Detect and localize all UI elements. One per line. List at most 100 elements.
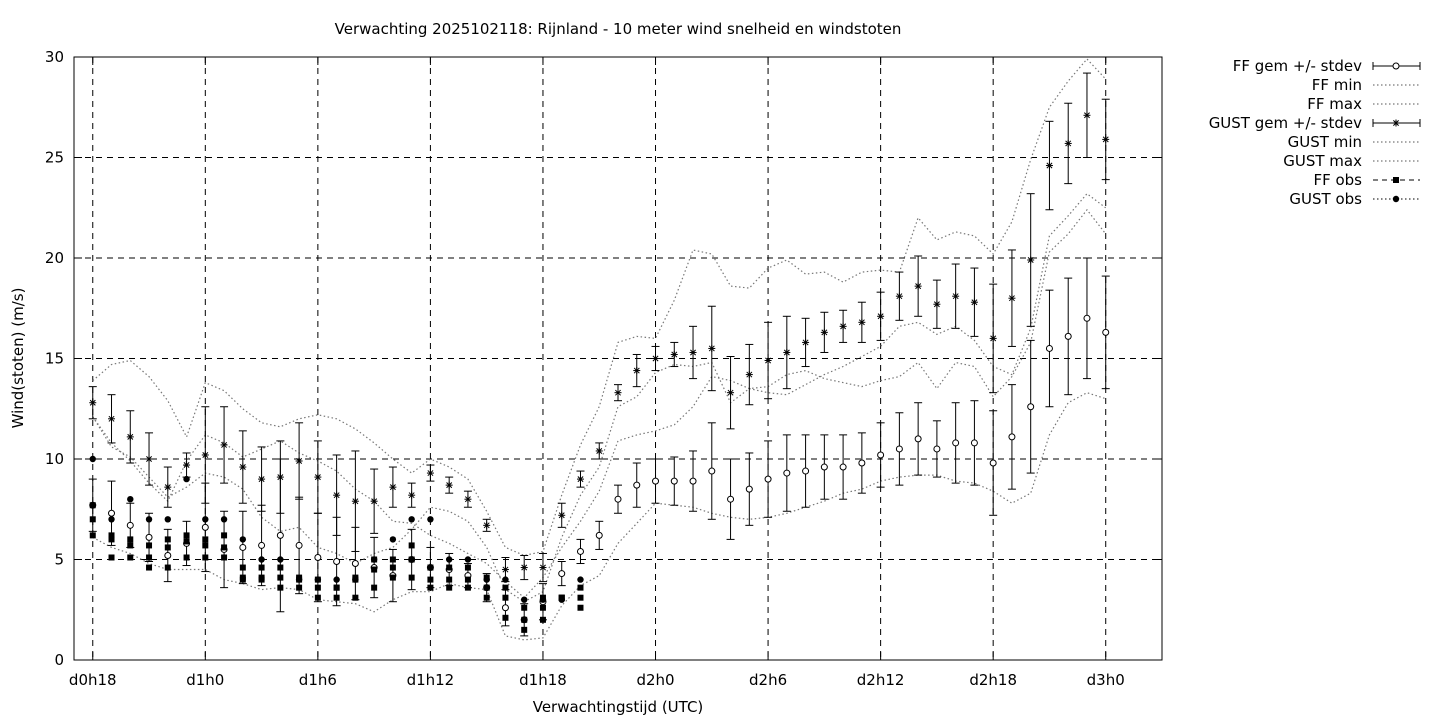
star-stroke	[258, 476, 265, 483]
ff-obs-point	[221, 554, 228, 561]
ff-mean-point	[820, 463, 828, 471]
ff-obs-point	[333, 594, 340, 601]
star-stroke	[221, 441, 228, 448]
gust-mean-point	[164, 483, 172, 491]
ff-obs-point	[127, 536, 134, 543]
gust-obs-point	[239, 536, 247, 543]
ff-mean-point	[708, 467, 716, 475]
ff-obs-point	[539, 616, 546, 623]
legend-label: FF obs	[1313, 171, 1362, 189]
gust-obs-point	[370, 556, 378, 563]
gust-mean-point	[201, 451, 209, 459]
y-tick-label: 0	[54, 651, 64, 669]
star-stroke	[89, 399, 96, 406]
star-stroke	[352, 498, 359, 505]
star-stroke	[183, 462, 190, 469]
ff-mean-point	[126, 521, 134, 529]
gust-obs-point	[427, 516, 434, 523]
gust-mean-point	[933, 300, 941, 308]
ff-mean-point	[1083, 314, 1091, 322]
gust-mean-point	[558, 511, 566, 519]
ff-mean-point	[333, 558, 341, 566]
ff-obs-point	[521, 616, 528, 623]
x-tick-label: d1h18	[519, 671, 567, 689]
gust-mean-point	[370, 497, 378, 505]
gust-obs-point	[521, 596, 528, 603]
gust-mean-point	[1064, 139, 1072, 147]
ff-mean-point	[276, 531, 284, 539]
gust-mean-point	[727, 389, 735, 397]
gust-obs-point	[314, 576, 322, 583]
legend-marker	[1392, 195, 1400, 203]
gust-mean-point	[970, 298, 978, 306]
gust-obs-point	[145, 516, 153, 523]
legend-label: GUST obs	[1289, 190, 1362, 208]
star-stroke	[333, 492, 340, 499]
gust-mean-point	[483, 521, 491, 529]
gust-obs-point	[220, 516, 228, 523]
ff-mean-point	[670, 477, 678, 485]
legend-entry: FF gem +/- stdev	[1233, 57, 1421, 75]
ff-mean-point	[1045, 344, 1053, 352]
gust-obs-point	[408, 516, 415, 523]
gust-mean-point	[464, 495, 472, 503]
star-stroke	[671, 351, 678, 358]
ff-obs-point	[577, 594, 584, 601]
ff-obs-point	[464, 564, 471, 571]
ff-obs-point	[408, 542, 415, 549]
star-stroke	[708, 345, 715, 352]
ff-obs-point	[446, 576, 453, 583]
gust-mean-point	[501, 566, 509, 574]
ff-obs-point	[521, 604, 528, 611]
gust-obs-point	[89, 455, 96, 463]
star-stroke	[802, 339, 809, 346]
ff-obs-point	[164, 536, 171, 543]
gust-mean-point	[183, 461, 191, 469]
gust-obs-point	[127, 496, 134, 503]
axis-ticks: 0 5 10 15 20 25 30 d0h18 d1h0 d1h6 d1h12 d1h18 d2h0 d…	[45, 48, 1162, 689]
legend-entry: FF max	[1307, 95, 1420, 113]
star-stroke	[314, 474, 321, 481]
ff-mean-point	[952, 439, 960, 447]
star-stroke	[1393, 120, 1399, 126]
ff-mean-point	[164, 551, 172, 559]
ff-obs-point	[108, 532, 115, 539]
ff-mean-point	[914, 435, 922, 443]
gust-mean-point	[351, 497, 359, 505]
star-stroke	[558, 512, 565, 519]
x-tick-label: d2h0	[636, 671, 674, 689]
star-stroke	[952, 293, 959, 300]
gust-mean-point	[989, 334, 997, 342]
x-tick-label: d2h6	[749, 671, 787, 689]
ff-mean-point	[576, 547, 584, 555]
ff-obs-point	[164, 564, 171, 571]
ff-obs-point	[146, 554, 153, 561]
star-stroke	[877, 313, 884, 320]
gust-mean-point	[89, 399, 97, 407]
legend-entry: FF obs	[1313, 171, 1420, 189]
x-tick-label: d2h18	[969, 671, 1017, 689]
gust-mean-point	[895, 292, 903, 300]
legend-label: GUST max	[1283, 152, 1362, 170]
ff-obs-point	[408, 574, 415, 581]
gust-mean-point	[745, 371, 753, 379]
gust-mean-point	[914, 282, 922, 290]
chart-title: Verwachting 2025102118: Rijnland - 10 me…	[335, 20, 902, 38]
ff-min-line	[92, 392, 1106, 641]
gust-mean-point	[633, 367, 641, 375]
gust-mean-point	[1083, 111, 1091, 119]
ff-obs-point	[521, 626, 528, 633]
ff-mean-point	[652, 477, 660, 485]
ff-mean-point	[989, 459, 997, 467]
star-stroke	[539, 564, 546, 571]
ff-mean-point	[689, 477, 697, 485]
star-stroke	[164, 484, 171, 491]
gust-obs-point	[164, 516, 171, 523]
y-tick-label: 30	[45, 48, 64, 66]
ff-mean-point	[351, 560, 359, 568]
ff-obs-point	[464, 584, 471, 591]
gust-mean-point	[126, 433, 134, 441]
x-tick-label: d3h0	[1087, 671, 1125, 689]
star-stroke	[596, 447, 603, 454]
